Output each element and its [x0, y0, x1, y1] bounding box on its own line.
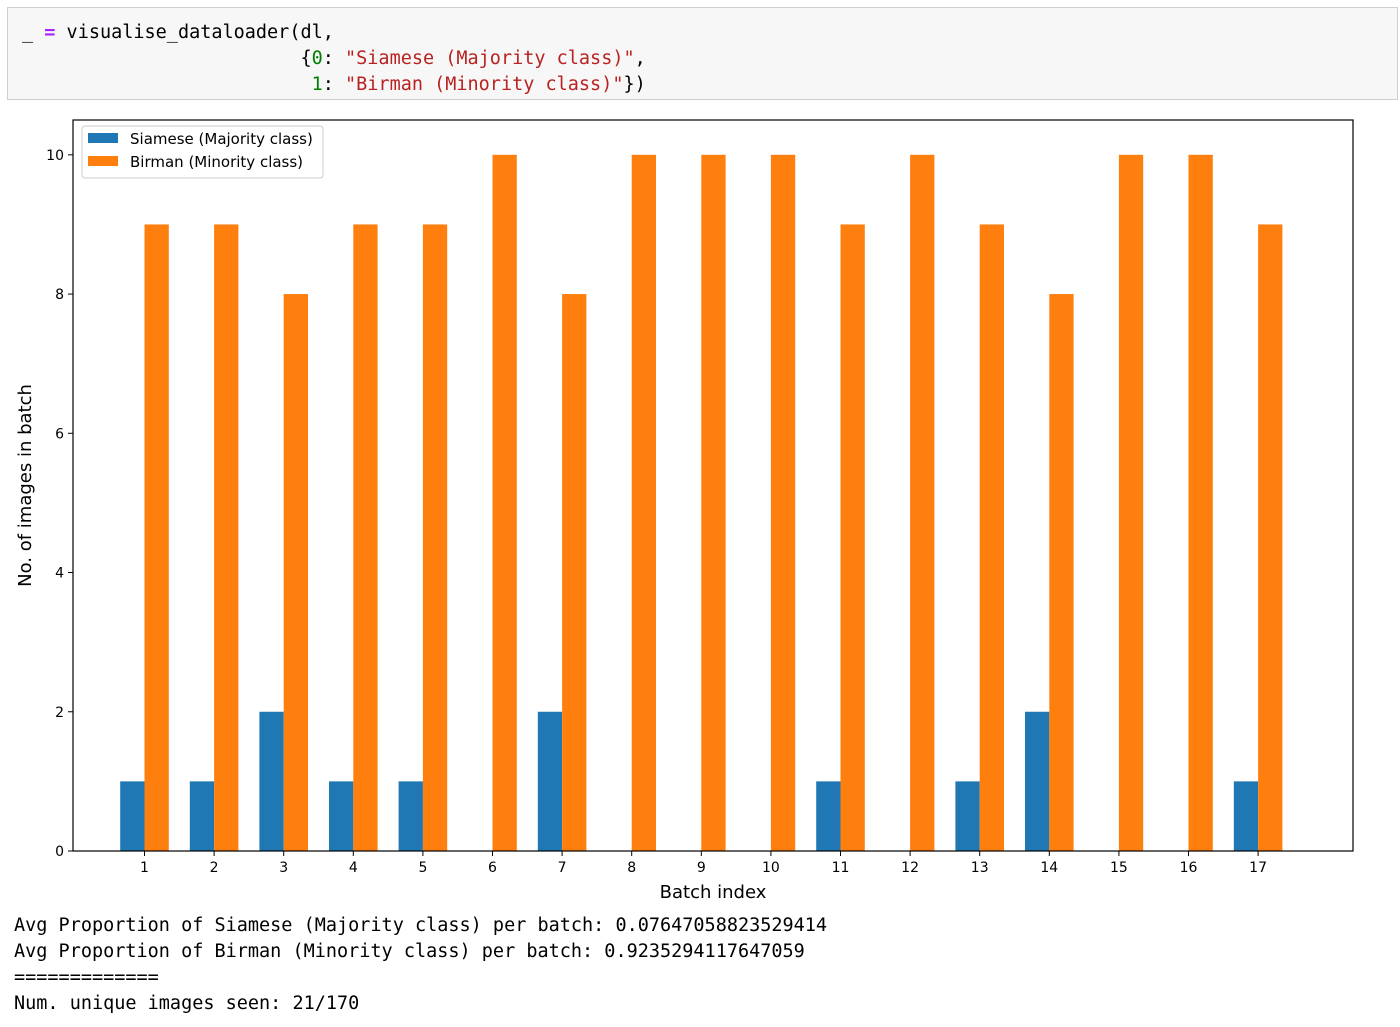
output-line-birman: Avg Proportion of Birman (Minority class…: [14, 941, 805, 962]
code-token: :: [322, 48, 346, 69]
x-tick-label: 1: [140, 860, 149, 876]
x-tick-label: 13: [971, 860, 989, 876]
x-tick-label: 9: [697, 860, 706, 876]
bar-series1-13: [955, 781, 980, 851]
legend-swatch: [88, 156, 118, 166]
bar-series2-13: [979, 224, 1004, 851]
x-tick-label: 3: [279, 860, 288, 876]
x-tick-label: 16: [1180, 860, 1198, 876]
x-tick-label: 10: [762, 860, 780, 876]
code-number: 0: [311, 48, 323, 69]
bar-series1-14: [1025, 711, 1050, 851]
plot-frame: [72, 119, 1354, 852]
code-string: "Siamese (Majority class)": [345, 48, 635, 69]
x-tick-label: 17: [1249, 860, 1267, 876]
bar-series2-7: [562, 294, 587, 851]
bar-series2-16: [1188, 154, 1213, 851]
bar-series1-11: [816, 781, 841, 851]
y-tick-label: 6: [55, 426, 64, 442]
legend-label: Birman (Minority class): [130, 153, 303, 171]
output-line-unique: Num. unique images seen: 21/170: [14, 993, 360, 1014]
x-tick-label: 11: [832, 860, 850, 876]
code-token: ,: [634, 48, 646, 69]
bar-series1-17: [1233, 781, 1259, 851]
bar-series2-14: [1049, 294, 1074, 851]
code-string: "Birman (Minority class)": [345, 74, 624, 95]
bar-series1-1: [120, 781, 145, 851]
x-axis-label: Batch index: [660, 882, 767, 903]
y-tick-label: 8: [55, 287, 64, 303]
bar-series2-9: [701, 154, 726, 851]
code-cell[interactable]: _ = visualise_dataloader(dl, {0: "Siames…: [7, 7, 1398, 100]
code-number: 1: [311, 74, 323, 95]
output-line-siamese: Avg Proportion of Siamese (Majority clas…: [14, 915, 828, 936]
bar-series2-11: [840, 224, 865, 851]
bar-series2-17: [1258, 224, 1283, 851]
legend-swatch: [88, 133, 118, 143]
bar-series2-10: [770, 154, 796, 851]
output-separator: =============: [14, 967, 159, 988]
x-tick-label: 2: [210, 860, 219, 876]
y-tick-label: 2: [55, 705, 64, 721]
bar-series2-2: [214, 224, 239, 851]
text-output: Avg Proportion of Siamese (Majority clas…: [14, 913, 827, 1017]
bar-series2-3: [283, 294, 308, 851]
legend-label: Siamese (Majority class): [130, 130, 313, 148]
bar-series2-6: [492, 154, 517, 851]
x-tick-label: 4: [349, 860, 358, 876]
code-token: visualise_dataloader(dl,: [55, 22, 334, 43]
code-text: _ = visualise_dataloader(dl, {0: "Siames…: [22, 20, 646, 98]
bar-series2-5: [422, 224, 448, 851]
bar-series1-3: [259, 711, 284, 851]
x-tick-label: 7: [558, 860, 567, 876]
x-tick-label: 8: [627, 860, 636, 876]
bar-series2-4: [353, 224, 378, 851]
x-tick-label: 12: [901, 860, 919, 876]
bar-series1-2: [189, 781, 215, 851]
x-tick-label: 15: [1110, 860, 1128, 876]
bar-series2-1: [144, 224, 169, 851]
bar-series2-12: [910, 154, 935, 851]
y-tick-label: 4: [55, 566, 64, 582]
bar-series1-4: [329, 781, 354, 851]
code-token: {: [300, 48, 312, 69]
x-tick-label: 5: [418, 860, 427, 876]
bar-series2-15: [1118, 154, 1144, 851]
y-axis-label: No. of images in batch: [15, 384, 36, 587]
code-token: :: [322, 74, 346, 95]
y-tick-label: 0: [55, 844, 64, 860]
code-operator: =: [44, 22, 56, 43]
bar-series2-8: [631, 154, 656, 851]
y-tick-label: 10: [46, 148, 64, 164]
code-token: }): [623, 74, 646, 95]
bar-series1-5: [398, 781, 423, 851]
x-tick-label: 6: [488, 860, 497, 876]
code-token: _: [22, 22, 45, 43]
bar-series1-7: [537, 711, 563, 851]
legend-box: [81, 125, 324, 179]
x-tick-label: 14: [1040, 860, 1058, 876]
chart-output: 1 2 3 4 5 6 7 8 9 10 11 12 13 14 15 16 17 0 2 4 6 8 10 Batch in…: [0, 105, 1400, 910]
